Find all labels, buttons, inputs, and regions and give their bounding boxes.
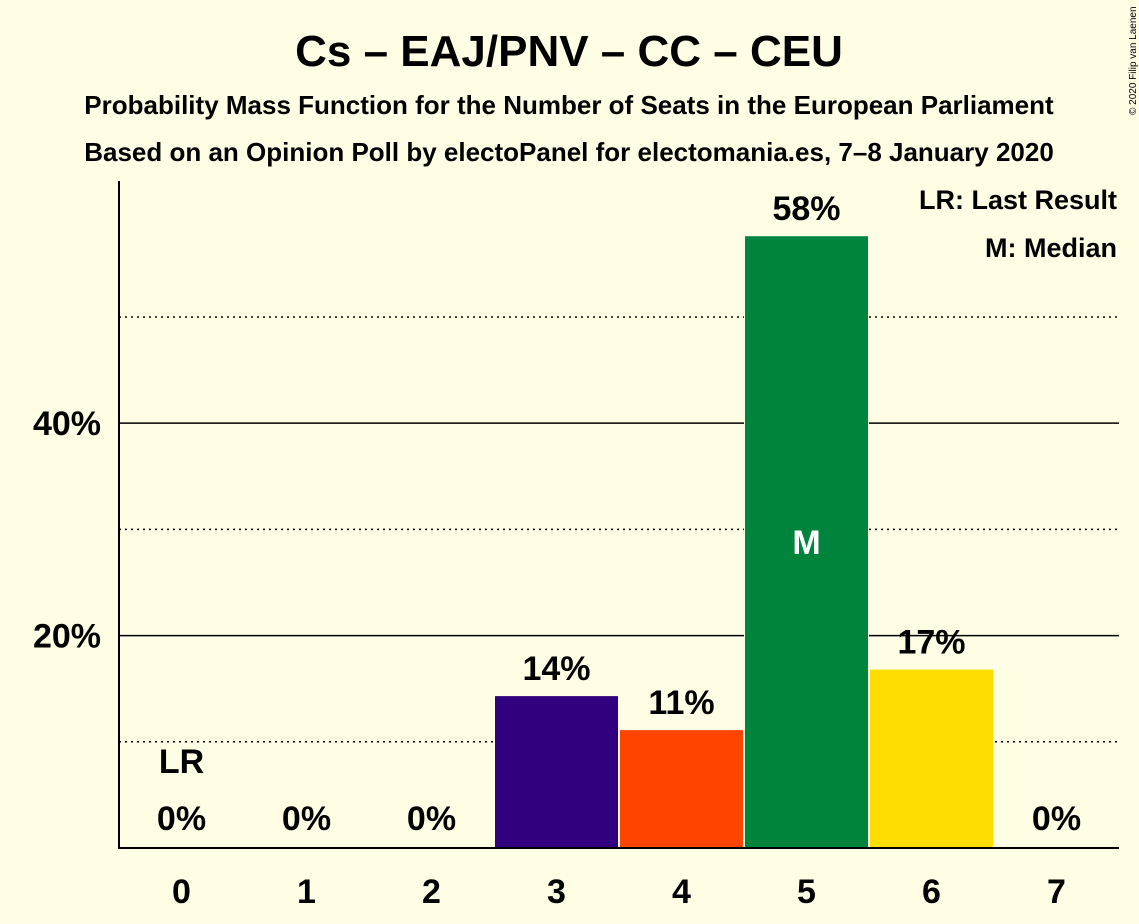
legend-last-result: LR: Last Result (919, 185, 1117, 215)
bar-3 (495, 696, 618, 848)
value-label-1: 0% (282, 800, 331, 838)
chart-subtitle-1: Probability Mass Function for the Number… (84, 90, 1054, 120)
chart-subtitle-2: Based on an Opinion Poll by electoPanel … (84, 137, 1054, 167)
median-marker: M (792, 524, 820, 562)
y-tick-label: 40% (33, 405, 101, 443)
x-tick-label-2: 2 (422, 873, 441, 911)
x-tick-label-7: 7 (1047, 873, 1066, 911)
value-label-6: 17% (897, 624, 965, 662)
x-tick-label-0: 0 (172, 873, 191, 911)
last-result-marker: LR (159, 743, 204, 781)
x-tick-label-5: 5 (797, 873, 816, 911)
x-tick-label-1: 1 (297, 873, 316, 911)
value-label-2: 0% (407, 800, 456, 838)
bar-5 (745, 236, 868, 848)
bar-6 (870, 669, 993, 848)
value-label-7: 0% (1032, 800, 1081, 838)
value-label-3: 14% (522, 650, 590, 688)
axes: 20% 40% (33, 181, 1119, 849)
value-label-0: 0% (157, 800, 206, 838)
y-tick-label: 20% (33, 618, 101, 656)
x-tick-label-6: 6 (922, 873, 941, 911)
value-label-4: 11% (648, 684, 714, 722)
bars (494, 236, 994, 848)
bar-4 (620, 730, 743, 848)
copyright-note: © 2020 Filip van Laenen (1128, 6, 1139, 115)
value-labels: 0% 0 LR 0% 1 0% 2 14% 3 11% 4 58% 5 M 17% 6 0% 7 (157, 190, 1081, 911)
chart-title: Cs – EAJ/PNV – CC – CEU (295, 27, 843, 76)
legend-median: M: Median (985, 233, 1117, 263)
x-tick-label-4: 4 (672, 873, 691, 911)
x-tick-label-3: 3 (547, 873, 566, 911)
value-label-5: 58% (772, 190, 840, 228)
